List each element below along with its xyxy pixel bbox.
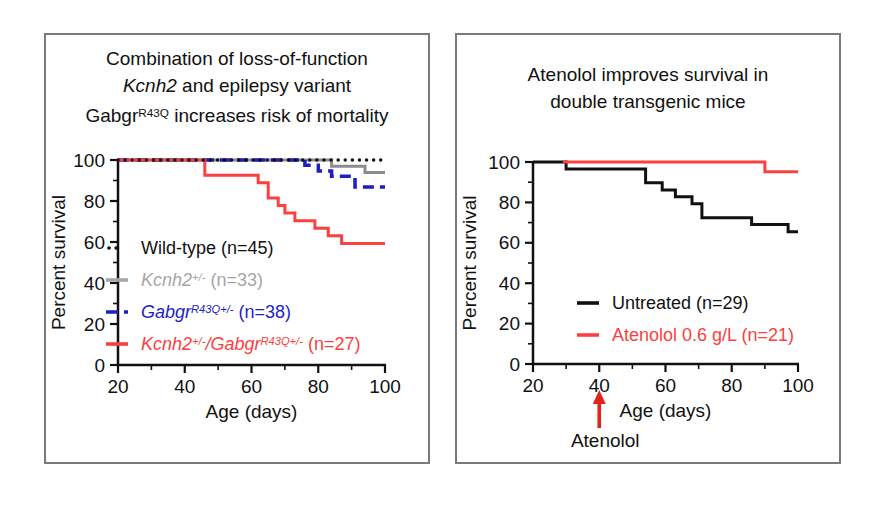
legend-line-sample [575, 299, 601, 307]
legend-line-sample [575, 331, 601, 339]
panel-atenolol: Atenolol improves survival indouble tran… [455, 33, 841, 464]
legend-line-sample [104, 340, 130, 348]
x-tick-label: 60 [655, 375, 676, 396]
legend-label: Wild-type (n=45) [141, 238, 274, 259]
y-tick-label: 100 [488, 152, 520, 173]
curve-1 [118, 160, 385, 187]
legend-label: Kcnh2+/- (n=33) [141, 270, 263, 291]
legend-line-sample [104, 276, 130, 284]
x-tick-label: 80 [721, 375, 742, 396]
legend-label: Kcnh2+/-/GabgrR43Q+/- (n=27) [141, 334, 360, 355]
axes: 02040608010020406080100 [488, 152, 814, 396]
legend-line-sample [104, 308, 130, 316]
y-axis-label: Percent survival [459, 195, 480, 330]
x-tick-label: 80 [308, 376, 329, 397]
x-tick-label: 100 [782, 375, 814, 396]
x-axis-label: Age (days) [620, 400, 712, 421]
y-tick-label: 100 [73, 150, 105, 171]
y-tick-label: 60 [84, 232, 105, 253]
legend-right: Untreated (n=29) Atenolol 0.6 g/L (n=21) [575, 287, 794, 351]
y-tick-label: 80 [84, 191, 105, 212]
x-tick-label: 100 [369, 376, 401, 397]
y-tick-label: 0 [509, 354, 520, 375]
legend-label: Untreated (n=29) [612, 293, 749, 314]
panel-kcnh2-gabgr: Combination of loss-of-functionKcnh2 and… [44, 33, 430, 464]
y-tick-label: 80 [499, 192, 520, 213]
legend-left: Wild-type (n=45) Kcnh2+/- (n=33) GabgrR43Q… [104, 232, 360, 360]
figure-canvas: { "page": { "background": "#ffffff", "pa… [0, 0, 893, 518]
legend-item-3: Kcnh2+/-/GabgrR43Q+/- (n=27) [104, 328, 360, 360]
x-axis-label: Age (days) [206, 401, 298, 422]
legend-label: Atenolol 0.6 g/L (n=21) [612, 325, 794, 346]
curve-0 [533, 162, 798, 232]
x-tick-label: 60 [241, 376, 262, 397]
curve-0 [118, 160, 385, 173]
y-tick-label: 40 [84, 273, 105, 294]
y-tick-label: 60 [499, 232, 520, 253]
x-tick-label: 20 [522, 375, 543, 396]
atenolol-annotation-label: Atenolol [571, 430, 640, 451]
legend-item-0: Wild-type (n=45) [104, 232, 360, 264]
y-tick-label: 20 [84, 314, 105, 335]
legend-item-1: Kcnh2+/- (n=33) [104, 264, 360, 296]
y-tick-label: 20 [499, 313, 520, 334]
legend-item-2: GabgrR43Q+/- (n=38) [104, 296, 360, 328]
legend-label: GabgrR43Q+/- (n=38) [141, 302, 291, 323]
x-tick-label: 20 [107, 376, 128, 397]
x-tick-label: 40 [174, 376, 195, 397]
y-axis-label: Percent survival [48, 195, 69, 330]
y-tick-label: 40 [499, 273, 520, 294]
legend-line-sample [104, 244, 130, 252]
legend-item-1: Atenolol 0.6 g/L (n=21) [575, 319, 794, 351]
survival-chart-right: 02040608010020406080100Age (days)Percent… [457, 35, 839, 462]
legend-item-0: Untreated (n=29) [575, 287, 794, 319]
curve-2 [118, 160, 385, 243]
